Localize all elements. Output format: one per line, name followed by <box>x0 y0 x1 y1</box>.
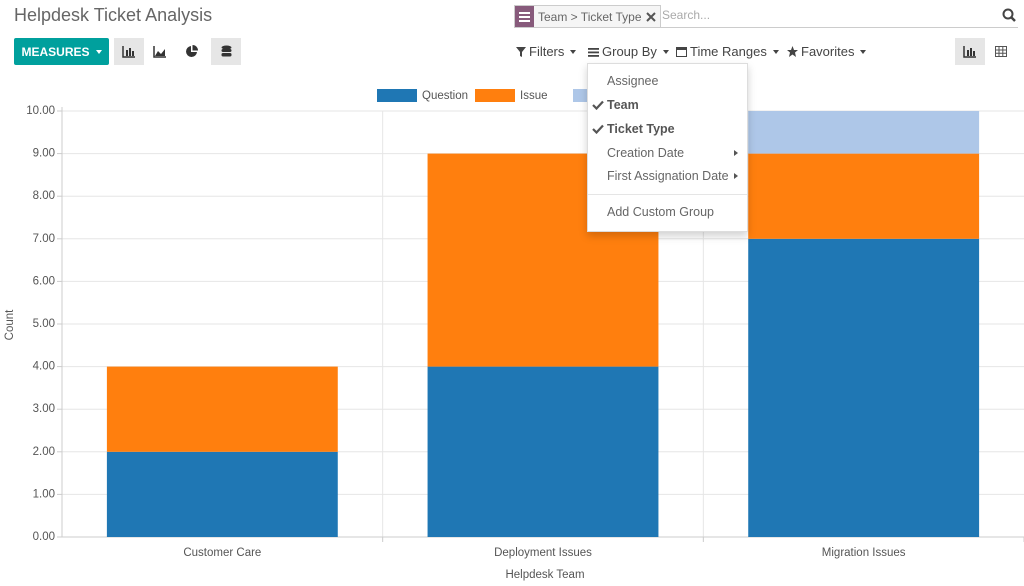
y-tick-label: 10.00 <box>26 105 55 117</box>
y-tick-label: 8.00 <box>33 190 55 202</box>
search-icon[interactable] <box>1002 8 1016 22</box>
search-underline <box>514 27 1018 28</box>
menu-item-label: Assignee <box>607 74 659 88</box>
legend-swatch <box>377 89 417 102</box>
menu-item[interactable]: Creation Date <box>588 142 747 164</box>
favorites-label: Favorites <box>801 44 855 59</box>
y-tick-label: 5.00 <box>33 318 55 330</box>
facet-icon <box>515 6 534 27</box>
y-tick-label: 6.00 <box>33 275 55 287</box>
graph-view-button[interactable] <box>955 38 985 65</box>
x-tick-label: Customer Care <box>183 547 261 559</box>
pie-chart-button[interactable] <box>176 38 206 65</box>
bar-segment <box>748 111 980 154</box>
bar-segment <box>427 366 659 537</box>
facet-remove[interactable] <box>642 11 660 22</box>
menu-item-label: Ticket Type <box>607 122 675 136</box>
group-by-menu: Assignee Team Ticket Type Creation Date Firs… <box>587 63 748 232</box>
line-chart-button[interactable] <box>145 38 175 65</box>
y-tick-label: 3.00 <box>33 403 55 415</box>
menu-item[interactable]: Ticket Type <box>588 118 747 140</box>
filters-button[interactable]: Filters <box>516 44 577 59</box>
submenu-caret <box>734 150 738 156</box>
legend-label: Issue <box>520 90 548 102</box>
measures-button[interactable]: MEASURES <box>14 38 109 65</box>
search-facet[interactable]: Team > Ticket Type <box>514 5 661 28</box>
bar-segment <box>106 366 338 452</box>
menu-item-label: First Assignation Date <box>607 169 729 183</box>
x-tick-label: Deployment Issues <box>494 547 592 559</box>
submenu-caret <box>734 173 738 179</box>
menu-item-label: Add Custom Group <box>607 205 714 219</box>
menu-item-label: Team <box>607 98 639 112</box>
legend-label: Question <box>422 90 468 102</box>
facet-label: Team > Ticket Type <box>538 9 642 24</box>
bar-chart-button[interactable] <box>114 38 144 65</box>
favorites-button[interactable]: Favorites <box>787 44 867 59</box>
x-axis-title: Helpdesk Team <box>505 569 584 581</box>
x-tick-label: Migration Issues <box>822 547 906 559</box>
menu-item[interactable]: Add Custom Group <box>588 201 747 223</box>
y-axis-title: Count <box>4 309 16 340</box>
search-input[interactable]: Search... <box>662 8 711 22</box>
check-icon <box>592 124 604 134</box>
y-tick-label: 7.00 <box>33 233 55 245</box>
bar-segment <box>106 451 338 537</box>
page-title: Helpdesk Ticket Analysis <box>14 5 213 25</box>
time-ranges-button[interactable]: Time Ranges <box>676 44 779 59</box>
bar-segment <box>748 153 980 239</box>
group-by-label: Group By <box>602 44 657 59</box>
filters-label: Filters <box>529 44 565 59</box>
y-tick-label: 2.00 <box>33 446 55 458</box>
y-tick-label: 9.00 <box>33 148 55 160</box>
group-by-button[interactable]: Group By <box>588 44 669 59</box>
time-ranges-label: Time Ranges <box>690 44 767 59</box>
legend-swatch <box>475 89 515 102</box>
menu-item[interactable]: Team <box>588 94 747 116</box>
menu-divider <box>588 194 747 195</box>
y-tick-label: 0.00 <box>33 531 55 543</box>
y-tick-label: 4.00 <box>33 361 55 373</box>
check-icon <box>592 100 604 110</box>
bar-segment <box>748 238 980 538</box>
menu-item-label: Creation Date <box>607 146 685 160</box>
menu-item[interactable]: First Assignation Date <box>588 165 747 187</box>
measures-label: MEASURES <box>21 44 90 59</box>
pivot-view-button[interactable] <box>986 38 1016 65</box>
menu-item[interactable]: Assignee <box>588 70 747 92</box>
y-tick-label: 1.00 <box>33 488 55 500</box>
stacked-button[interactable] <box>211 38 241 65</box>
